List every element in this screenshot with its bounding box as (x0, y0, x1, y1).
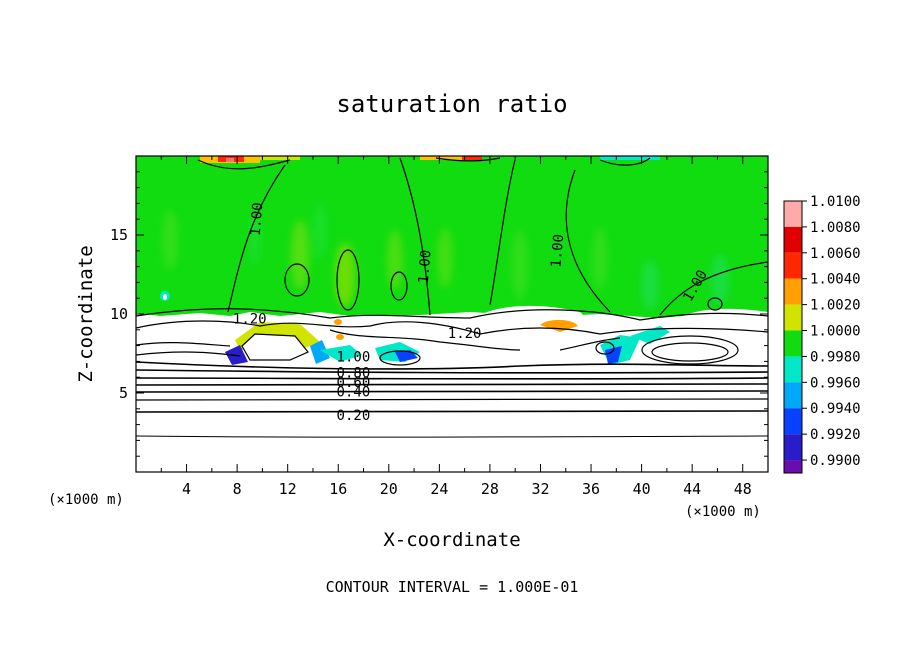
contour-label: 1.00 (416, 249, 435, 284)
colorbar-swatch (784, 460, 802, 473)
plot-area: 1.001.00 1.001.001.201.201.000.800.600.40… (136, 156, 768, 472)
supersaturated-region (136, 156, 768, 318)
contour-label: 0.60 (337, 375, 371, 391)
x-tick-label: 24 (430, 480, 448, 498)
y-axis-ticks: 5 10 15 (110, 171, 768, 457)
colorbar-label: 1.0000 (810, 324, 861, 340)
contour-label: 1.20 (448, 326, 482, 342)
colorbar-label: 0.9960 (810, 375, 861, 391)
contour-label: 0.20 (337, 408, 371, 424)
x-tick-label: 12 (279, 480, 297, 498)
colorbar-label: 1.0080 (810, 220, 861, 236)
contour-label: 1.00 (248, 202, 267, 237)
colorbar-swatch (784, 330, 802, 357)
contour-lines (136, 157, 768, 438)
colorbar-frame (783, 200, 803, 474)
colorbar-label: 1.0020 (810, 298, 861, 314)
colorbar-swatch (784, 382, 802, 409)
x-tick-label: 8 (233, 480, 242, 498)
contour-label: 0.80 (337, 365, 371, 381)
x-axis-ticks: 4 8 12 16 20 24 28 32 36 40 44 48 (160, 156, 752, 498)
x-tick-label: 36 (582, 480, 600, 498)
x-tick-label: 4 (182, 480, 191, 498)
chart-title: saturation ratio (336, 90, 567, 118)
x-unit-label-right: (×1000 m) (685, 504, 761, 520)
x-tick-label: 20 (380, 480, 398, 498)
top-boundary-patches (200, 156, 660, 163)
x-tick-label: 32 (531, 480, 549, 498)
y-axis-title: Z-coordinate (75, 245, 97, 382)
colorbar-swatch (784, 252, 802, 279)
field-texture (162, 202, 729, 310)
colorbar-swatch (784, 278, 802, 305)
y-tick-label: 5 (119, 384, 128, 402)
contour-label: 1.00 (337, 350, 371, 366)
colorbar-swatch (784, 356, 802, 383)
colorbar-swatch (784, 304, 802, 331)
y-tick-label: 15 (110, 226, 128, 244)
x-tick-label: 48 (734, 480, 752, 498)
colorbar-swatch (784, 408, 802, 435)
contour-label: 1.20 (233, 312, 267, 328)
x-unit-label-left: (×1000 m) (48, 492, 124, 508)
x-tick-label: 44 (683, 480, 701, 498)
colorbar-swatch (784, 201, 802, 227)
x-tick-label: 40 (633, 480, 651, 498)
x-axis-title: X-coordinate (383, 529, 520, 551)
colorbar-label: 0.9980 (810, 349, 861, 365)
colorbar-swatch (784, 226, 802, 253)
colorbar-label: 1.0100 (810, 194, 861, 210)
x-tick-label: 16 (329, 480, 347, 498)
contour-interval-note: CONTOUR INTERVAL = 1.000E-01 (326, 578, 579, 596)
colorbar-label: 0.9940 (810, 401, 861, 417)
y-tick-label: 10 (110, 305, 128, 323)
colorbar-swatch (784, 434, 802, 461)
colorbar-label: 1.0060 (810, 246, 861, 262)
colorbar-label: 0.9900 (810, 453, 861, 469)
contour-label: 1.00 (548, 233, 567, 268)
contour-label: 0.40 (337, 384, 371, 400)
x-tick-label: 28 (481, 480, 499, 498)
colorbar: 0.9900 0.9920 0.9940 0.9960 0.9980 1.0000 1.00… (783, 194, 861, 474)
colorbar-label: 1.0040 (810, 272, 861, 288)
colorbar-label: 0.9920 (810, 427, 861, 443)
